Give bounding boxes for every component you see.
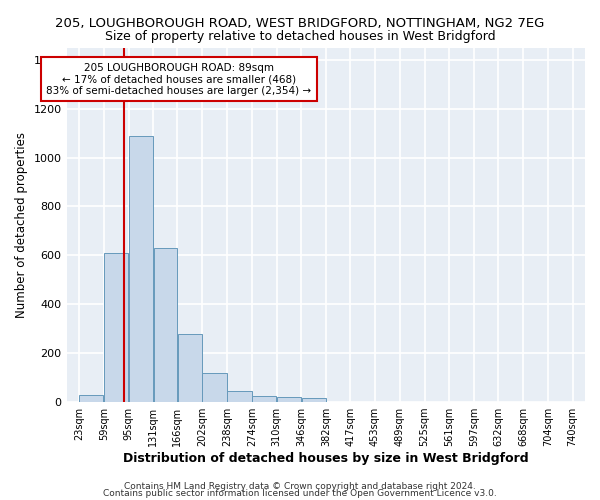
Bar [79, 394, 103, 402]
Text: Contains public sector information licensed under the Open Government Licence v3: Contains public sector information licen… [103, 490, 497, 498]
Bar [178, 334, 202, 402]
Bar [252, 396, 276, 402]
Bar [227, 391, 251, 402]
X-axis label: Distribution of detached houses by size in West Bridgford: Distribution of detached houses by size … [123, 452, 529, 465]
Text: Contains HM Land Registry data © Crown copyright and database right 2024.: Contains HM Land Registry data © Crown c… [124, 482, 476, 491]
Bar [129, 136, 153, 402]
Text: Size of property relative to detached houses in West Bridgford: Size of property relative to detached ho… [104, 30, 496, 43]
Bar [154, 248, 177, 402]
Text: 205, LOUGHBOROUGH ROAD, WEST BRIDGFORD, NOTTINGHAM, NG2 7EG: 205, LOUGHBOROUGH ROAD, WEST BRIDGFORD, … [55, 18, 545, 30]
Bar [104, 253, 128, 402]
Bar [302, 398, 326, 402]
Bar [202, 372, 227, 402]
Bar [277, 397, 301, 402]
Text: 205 LOUGHBOROUGH ROAD: 89sqm
← 17% of detached houses are smaller (468)
83% of s: 205 LOUGHBOROUGH ROAD: 89sqm ← 17% of de… [46, 62, 311, 96]
Y-axis label: Number of detached properties: Number of detached properties [15, 132, 28, 318]
